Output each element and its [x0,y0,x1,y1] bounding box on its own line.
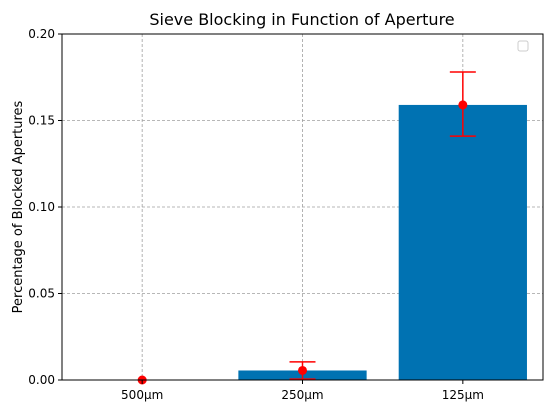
legend-box [517,40,529,52]
x-tick-label: 125µm [442,388,484,402]
bar [398,104,527,381]
x-tick-label: 500µm [121,388,163,402]
plot-frame [61,33,544,381]
mean-point [298,365,307,375]
chart-title: Sieve Blocking in Function of Aperture [149,10,454,29]
y-tick-label: 0.15 [28,114,55,128]
axis-ticks: 0.00 0.05 0.10 0.15 0.20 500µm 250µm 125µm [28,27,484,402]
x-tick-label: 250µm [281,388,323,402]
y-tick-label: 0.05 [28,287,55,301]
y-tick-label: 0.00 [28,373,55,387]
y-tick-label: 0.10 [28,200,55,214]
bars [238,104,527,381]
y-axis-label: Percentage of Blocked Apertures [11,100,26,313]
y-tick-label: 0.20 [28,27,55,41]
mean-point [458,100,468,110]
